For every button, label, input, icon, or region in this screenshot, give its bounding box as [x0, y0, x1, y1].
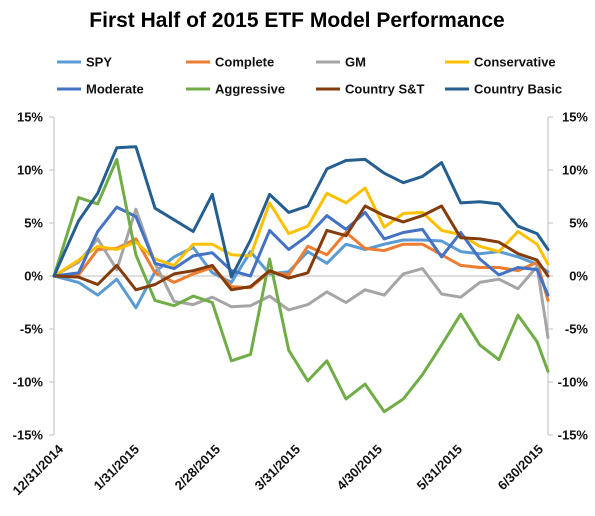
x-tick-label: 12/31/2014 — [9, 441, 66, 498]
legend-label-moderate: Moderate — [86, 82, 144, 97]
legend-label-aggressive: Aggressive — [215, 82, 285, 97]
y-tick-label-left: 5% — [24, 216, 43, 231]
series-line-country-sandt — [52, 204, 550, 292]
series-line-moderate — [52, 205, 550, 297]
y-tick-label-left: -5% — [20, 322, 44, 337]
y-tick-label-right: -15% — [558, 428, 589, 443]
series-line-conservative — [52, 186, 550, 278]
x-axis-labels: 12/31/2014 1/31/2015 2/28/2015 3/31/2015 4/3… — [9, 441, 546, 498]
x-tick-label: 2/28/2015 — [172, 442, 224, 494]
axes: 15% 15% 10% 10% 5% 5% 0% 0% -5% -5% -10% -10% -15% -1… — [13, 110, 589, 443]
y-tick-label-left: -15% — [13, 428, 44, 443]
y-tick-label-right: 10% — [562, 163, 588, 178]
y-tick-label-left: -10% — [13, 375, 44, 390]
legend-label-complete: Complete — [215, 55, 274, 70]
series-line-complete — [52, 231, 550, 302]
chart-title: First Half of 2015 ETF Model Performance — [89, 9, 504, 32]
legend-label-country-sandt: Country S&T — [345, 82, 425, 97]
legend-label-country-basic: Country Basic — [474, 82, 562, 97]
x-tick-label: 6/30/2015 — [495, 442, 547, 494]
y-tick-label-left: 10% — [17, 163, 43, 178]
x-tick-label: 1/31/2015 — [91, 442, 143, 494]
legend-label-spy: SPY — [86, 55, 112, 70]
legend-label-gm: GM — [345, 55, 366, 70]
series-line-spy — [52, 238, 550, 310]
legend-label-conservative: Conservative — [474, 55, 556, 70]
series-line-gm — [52, 207, 550, 339]
x-tick-label: 5/31/2015 — [414, 442, 466, 494]
y-tick-label-left: 15% — [17, 110, 43, 125]
y-tick-label-right: 0% — [569, 269, 588, 284]
y-tick-label-right: 15% — [562, 110, 588, 125]
y-tick-label-left: 0% — [24, 269, 43, 284]
series-line-aggressive — [52, 157, 550, 414]
y-tick-label-right: -10% — [558, 375, 589, 390]
legend: SPY Complete GM Conservative Moderate Aggress… — [57, 55, 562, 97]
y-tick-label-right: -5% — [565, 322, 589, 337]
y-tick-label-right: 5% — [569, 216, 588, 231]
series-line-country-basic — [52, 145, 550, 279]
series-lines — [52, 145, 550, 414]
x-tick-label: 4/30/2015 — [334, 442, 386, 494]
x-tick-label: 3/31/2015 — [252, 442, 304, 494]
